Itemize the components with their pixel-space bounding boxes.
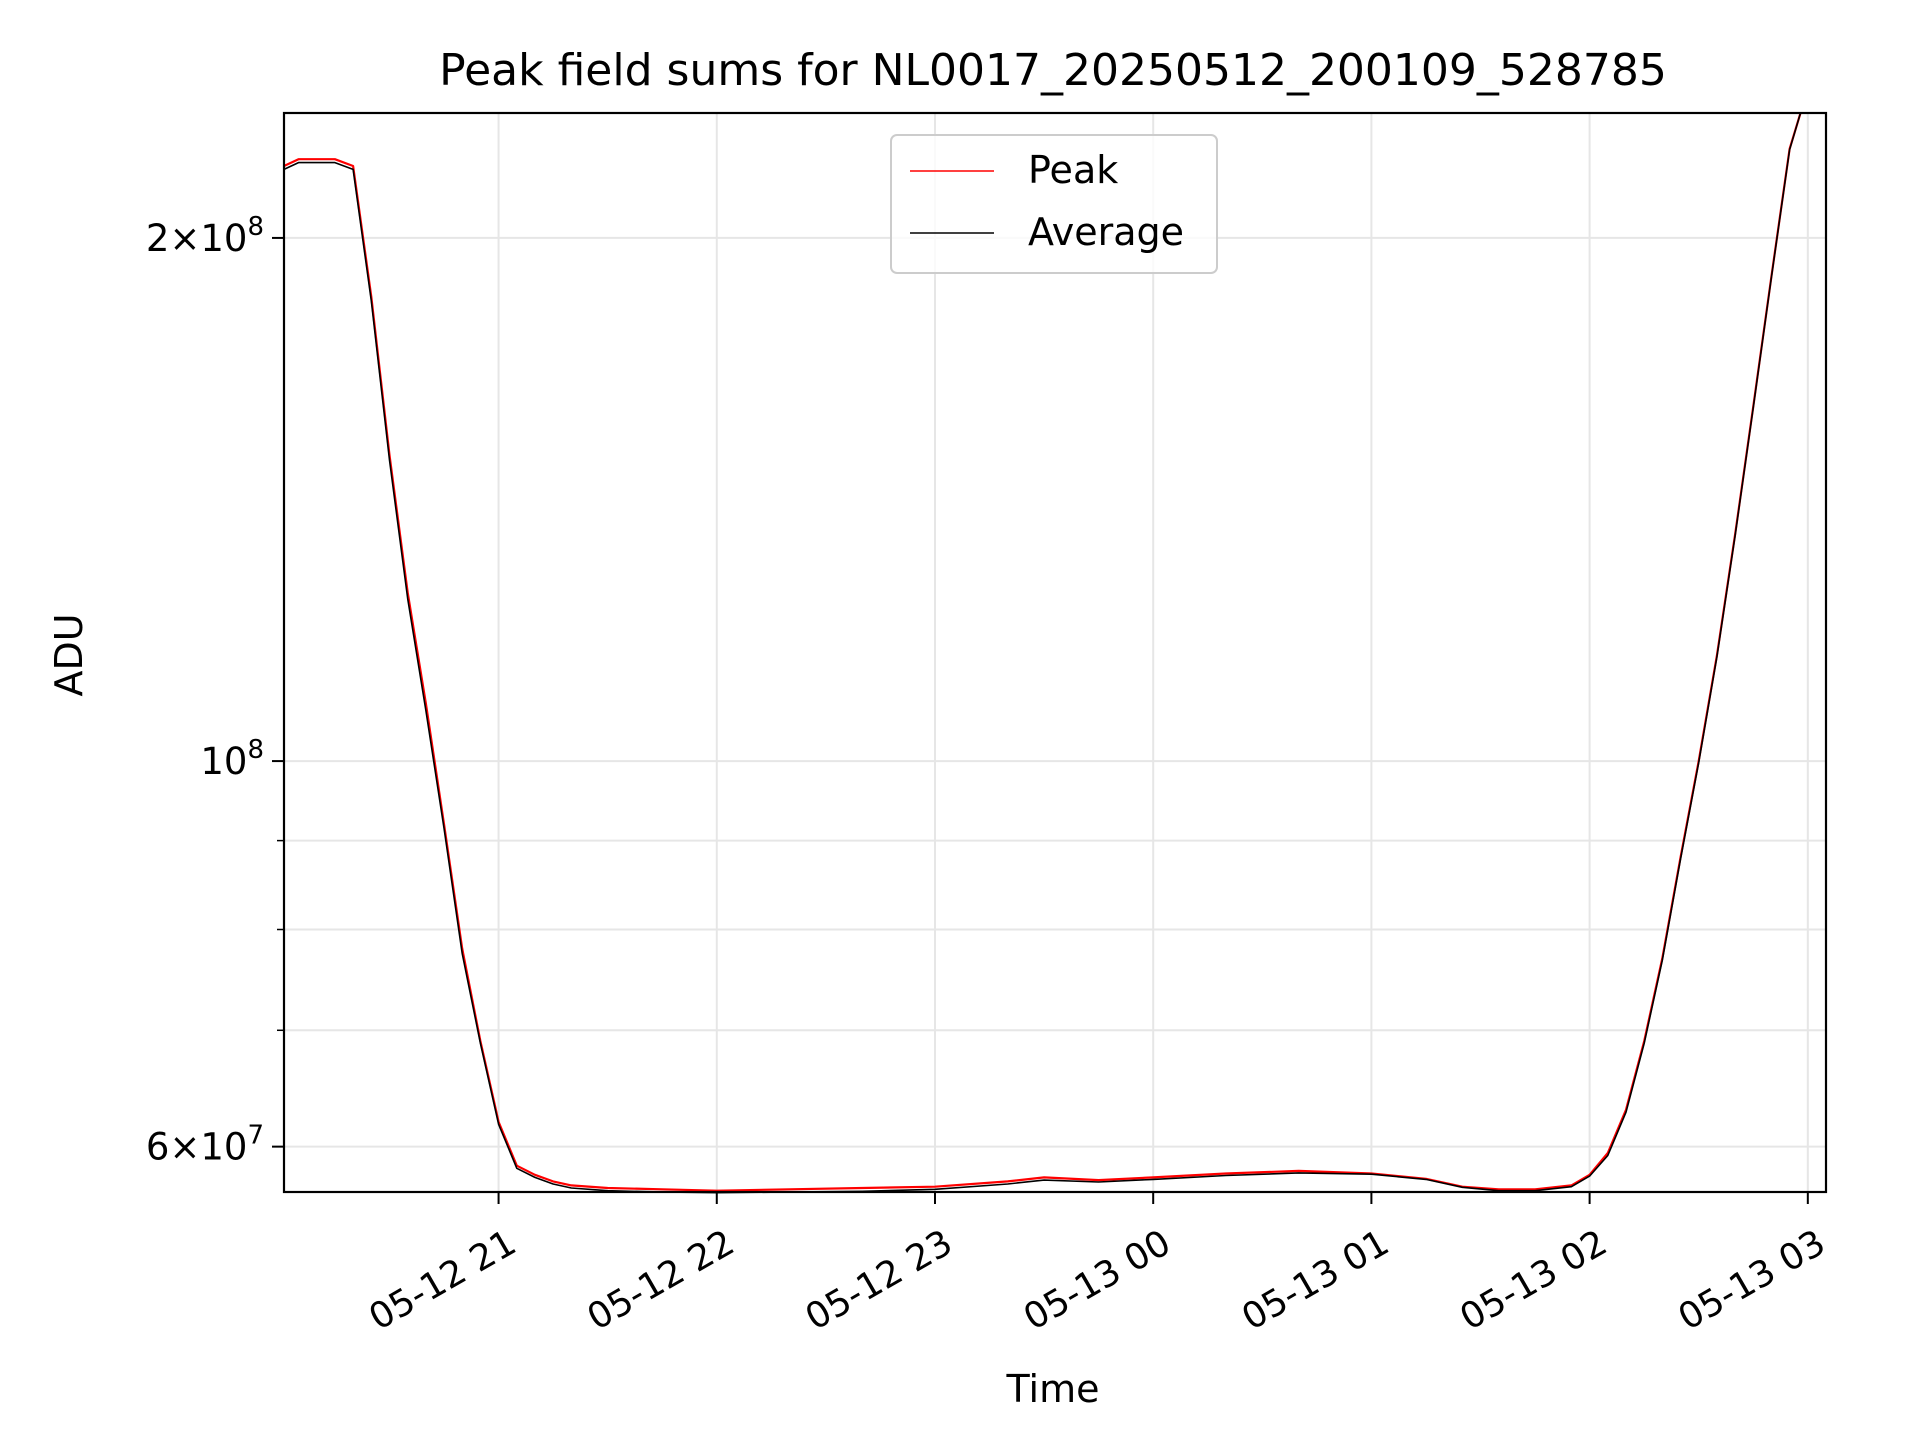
legend: Peak Average (890, 134, 1218, 274)
y-axis-label: ADU (47, 613, 91, 696)
grid (284, 113, 1826, 1192)
legend-box (890, 134, 1218, 274)
plot-frame (282, 111, 1828, 1194)
series-line-average (283, 112, 1802, 1194)
y-tick-label: 108 (200, 735, 264, 783)
legend-label-average: Average (1028, 210, 1184, 254)
x-axis-label: Time (1006, 1367, 1100, 1411)
chart-title: Peak field sums for NL0017_20250512_2001… (439, 45, 1667, 96)
y-tick-label: 2×108 (146, 212, 264, 260)
series-lines (283, 112, 1802, 1194)
y-tick-label: 6×107 (146, 1121, 264, 1169)
legend-label-peak: Peak (1028, 148, 1118, 192)
